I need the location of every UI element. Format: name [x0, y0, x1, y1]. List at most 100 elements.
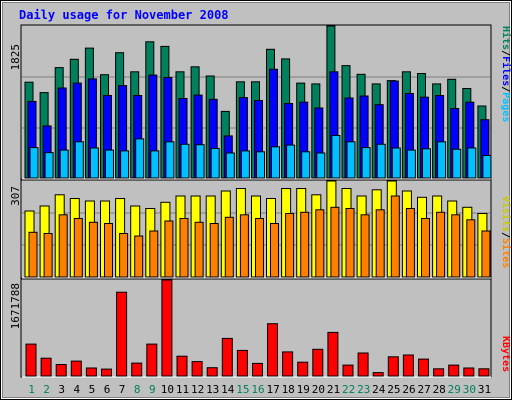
- bar-pages-day-2: [44, 152, 54, 179]
- panel-kbytes: [20, 278, 492, 378]
- x-label-day-18: 18: [282, 383, 295, 396]
- bar-sites-day-13: [209, 223, 219, 278]
- x-label-day-1: 1: [28, 383, 35, 396]
- x-label-day-13: 13: [206, 383, 219, 396]
- bar-kbytes-day-25: [387, 356, 399, 377]
- legend-files-label: Files: [500, 56, 512, 86]
- legend-pages-label: Pages: [500, 92, 511, 122]
- bar-pages-day-28: [437, 141, 447, 179]
- bar-kbytes-day-22: [342, 364, 354, 377]
- bar-sites-day-11: [179, 218, 189, 278]
- bar-kbytes-day-10: [161, 279, 173, 377]
- x-label-day-16: 16: [251, 383, 264, 396]
- bar-sites-day-2: [43, 233, 53, 278]
- bar-pages-day-31: [482, 155, 492, 179]
- legend-visits-sites: Visits/Sites: [500, 196, 512, 268]
- legend-sep-3: /: [500, 232, 511, 238]
- bar-kbytes-day-17: [267, 323, 278, 377]
- x-label-day-29: 29: [448, 383, 461, 396]
- bar-sites-day-1: [28, 231, 38, 278]
- bar-sites-day-23: [360, 214, 370, 278]
- x-label-day-4: 4: [73, 383, 80, 396]
- bar-pages-day-23: [361, 147, 371, 179]
- x-label-day-26: 26: [402, 383, 415, 396]
- x-label-day-7: 7: [119, 383, 126, 396]
- bar-pages-day-26: [406, 149, 416, 179]
- legend-kbytes-label: KBytes: [500, 336, 511, 372]
- legend-hits-files-pages: Hits/Files/Pages: [500, 26, 512, 122]
- bar-kbytes-day-21: [327, 331, 339, 377]
- bar-kbytes-day-7: [116, 291, 128, 377]
- bar-sites-day-16: [255, 218, 264, 278]
- bar-sites-day-9: [149, 230, 159, 278]
- bar-sites-day-14: [224, 216, 234, 278]
- bar-kbytes-day-2: [40, 357, 52, 377]
- bar-sites-day-30: [466, 219, 476, 278]
- x-label-day-3: 3: [58, 383, 65, 396]
- x-label-day-12: 12: [191, 383, 204, 396]
- bar-pages-day-10: [165, 141, 175, 179]
- bar-pages-day-15: [240, 150, 250, 179]
- x-label-day-5: 5: [89, 383, 96, 396]
- bar-kbytes-day-20: [312, 348, 324, 377]
- bar-sites-day-17: [270, 223, 279, 278]
- bar-sites-day-18: [285, 213, 295, 278]
- x-label-day-31: 31: [478, 383, 491, 396]
- bar-kbytes-day-12: [191, 361, 203, 377]
- bar-pages-day-14: [225, 152, 235, 179]
- bar-sites-day-5: [88, 221, 98, 278]
- bar-pages-day-24: [376, 143, 386, 179]
- bar-kbytes-day-1: [25, 343, 37, 377]
- panel-hits-files-pages: [20, 24, 492, 180]
- bar-pages-day-8: [135, 138, 145, 179]
- bar-kbytes-day-30: [463, 367, 475, 377]
- bar-kbytes-day-19: [297, 361, 309, 377]
- bar-sites-day-22: [345, 208, 355, 278]
- legend-sep-2: /: [500, 86, 511, 92]
- bar-sites-day-21: [330, 206, 340, 278]
- bar-pages-day-17: [271, 146, 280, 179]
- chart-title: Daily usage for November 2008: [19, 8, 229, 22]
- bar-pages-day-20: [316, 152, 326, 179]
- bar-kbytes-day-15: [236, 349, 248, 377]
- bar-pages-day-13: [210, 147, 220, 179]
- legend-sites-label: Sites: [500, 238, 512, 268]
- legend-kbytes: KBytes: [500, 336, 511, 372]
- bar-kbytes-day-6: [101, 368, 112, 377]
- bar-kbytes-day-14: [221, 337, 233, 377]
- bar-pages-day-16: [256, 151, 265, 179]
- bar-kbytes-day-3: [55, 364, 67, 377]
- x-label-day-14: 14: [221, 383, 235, 396]
- x-label-day-2: 2: [43, 383, 50, 396]
- bar-kbytes-day-24: [372, 372, 384, 377]
- bar-pages-day-11: [180, 143, 190, 179]
- bar-sites-day-4: [73, 218, 83, 278]
- panel-visits-sites: [20, 179, 492, 279]
- bar-sites-day-6: [104, 223, 113, 278]
- bar-kbytes-day-13: [206, 367, 218, 377]
- bar-pages-day-3: [59, 149, 69, 179]
- bar-pages-day-9: [150, 150, 160, 179]
- x-axis-labels: 1 2 3 4 5 6 7 8 9 10 11 12 13 14 15 16 17 18 19 20 21 22 23 24 2…: [28, 383, 491, 396]
- legend-sep-1: /: [500, 50, 511, 56]
- x-label-day-17: 17: [266, 383, 279, 396]
- x-label-day-22: 22: [342, 383, 355, 396]
- bar-pages-day-4: [74, 141, 84, 179]
- bar-sites-day-24: [375, 209, 385, 278]
- bar-pages-day-29: [452, 148, 462, 179]
- bar-kbytes-day-26: [402, 354, 414, 377]
- bar-kbytes-day-16: [252, 362, 263, 377]
- x-label-day-20: 20: [312, 383, 325, 396]
- bar-pages-day-25: [391, 147, 401, 179]
- x-label-day-23: 23: [357, 383, 370, 396]
- bar-pages-day-22: [346, 141, 356, 179]
- legend-hits-label: Hits: [500, 26, 512, 50]
- x-label-day-15: 15: [236, 383, 249, 396]
- x-label-day-19: 19: [297, 383, 310, 396]
- bar-kbytes-day-23: [357, 352, 369, 377]
- bar-pages-day-18: [286, 144, 296, 179]
- bar-pages-day-5: [89, 147, 99, 179]
- bar-sites-day-12: [194, 221, 204, 278]
